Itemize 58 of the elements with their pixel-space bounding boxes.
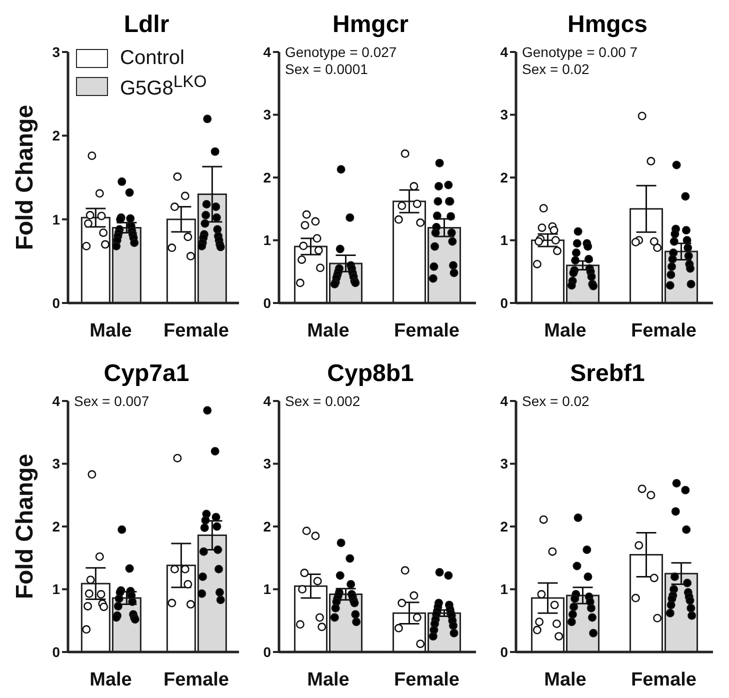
y-tick-label: 0 bbox=[52, 644, 60, 660]
x-tick-label: Female bbox=[164, 320, 229, 342]
y-tick-label: 0 bbox=[263, 294, 272, 311]
annotation: Sex = 0.02 bbox=[522, 61, 590, 78]
y-tick-label: 2 bbox=[263, 169, 272, 186]
y-tick-label: 3 bbox=[52, 456, 60, 472]
annotation: Genotype = 0.027 bbox=[285, 44, 397, 61]
y-tick-label: 4 bbox=[52, 392, 60, 409]
x-tick-label: Male bbox=[307, 669, 350, 690]
annotation: Genotype = 0.00 7 bbox=[522, 44, 638, 61]
y-tick-label: 0 bbox=[52, 294, 60, 311]
y-tick-label: 2 bbox=[500, 518, 508, 534]
y-tick-label: 1 bbox=[52, 211, 60, 228]
x-tick-label: Male bbox=[544, 320, 586, 342]
y-axis-title: Fold Change bbox=[12, 454, 39, 600]
annotation: Sex = 0.02 bbox=[522, 393, 590, 410]
y-tick-label: 2 bbox=[263, 518, 272, 534]
y-tick-label: 3 bbox=[263, 106, 272, 123]
y-tick-label: 2 bbox=[52, 518, 60, 534]
y-tick-label: 3 bbox=[500, 456, 508, 472]
y-tick-label: 1 bbox=[500, 232, 508, 248]
y-tick-label: 4 bbox=[500, 392, 508, 409]
annotation: Sex = 0.007 bbox=[74, 393, 150, 410]
chart-title: Cyp8b1 bbox=[326, 359, 415, 389]
y-tick-label: 2 bbox=[500, 169, 508, 186]
y-tick-label: 1 bbox=[500, 581, 508, 598]
x-tick-label: Male bbox=[307, 320, 350, 342]
legend-label: G5G8$^{LKO}$ bbox=[120, 72, 207, 100]
y-tick-label: 4 bbox=[263, 392, 272, 409]
y-tick-label: 3 bbox=[500, 106, 508, 123]
y-tick-label: 1 bbox=[52, 581, 60, 598]
x-tick-label: Female bbox=[394, 320, 460, 342]
y-tick-label: 0 bbox=[263, 644, 272, 660]
x-tick-label: Female bbox=[394, 669, 460, 690]
y-tick-label: 1 bbox=[263, 232, 272, 248]
y-tick-label: 4 bbox=[500, 44, 508, 60]
y-tick-label: 3 bbox=[263, 456, 272, 472]
legend-label: Control bbox=[120, 46, 184, 70]
y-tick-label: 1 bbox=[263, 581, 272, 598]
y-tick-label: 4 bbox=[263, 44, 272, 60]
chart-title: Hmgcr bbox=[331, 10, 410, 40]
chart-title: Srebf1 bbox=[569, 359, 646, 389]
chart-title: Cyp7a1 bbox=[102, 359, 190, 389]
y-tick-label: 2 bbox=[52, 128, 60, 144]
x-tick-label: Female bbox=[631, 320, 696, 342]
x-tick-label: Male bbox=[544, 669, 586, 690]
y-tick-label: 0 bbox=[500, 644, 508, 660]
y-tick-label: 0 bbox=[500, 294, 508, 311]
x-tick-label: Male bbox=[90, 320, 132, 342]
y-axis-title: Fold Change bbox=[12, 104, 39, 250]
x-tick-label: Female bbox=[631, 669, 696, 690]
annotation: Sex = 0.002 bbox=[285, 393, 360, 410]
chart-title: Ldlr bbox=[122, 10, 170, 40]
y-tick-label: 3 bbox=[52, 44, 60, 60]
x-tick-label: Female bbox=[164, 669, 229, 690]
chart-title: Hmgcs bbox=[566, 10, 649, 40]
x-tick-label: Male bbox=[90, 669, 132, 690]
annotation: Sex = 0.0001 bbox=[285, 61, 369, 78]
